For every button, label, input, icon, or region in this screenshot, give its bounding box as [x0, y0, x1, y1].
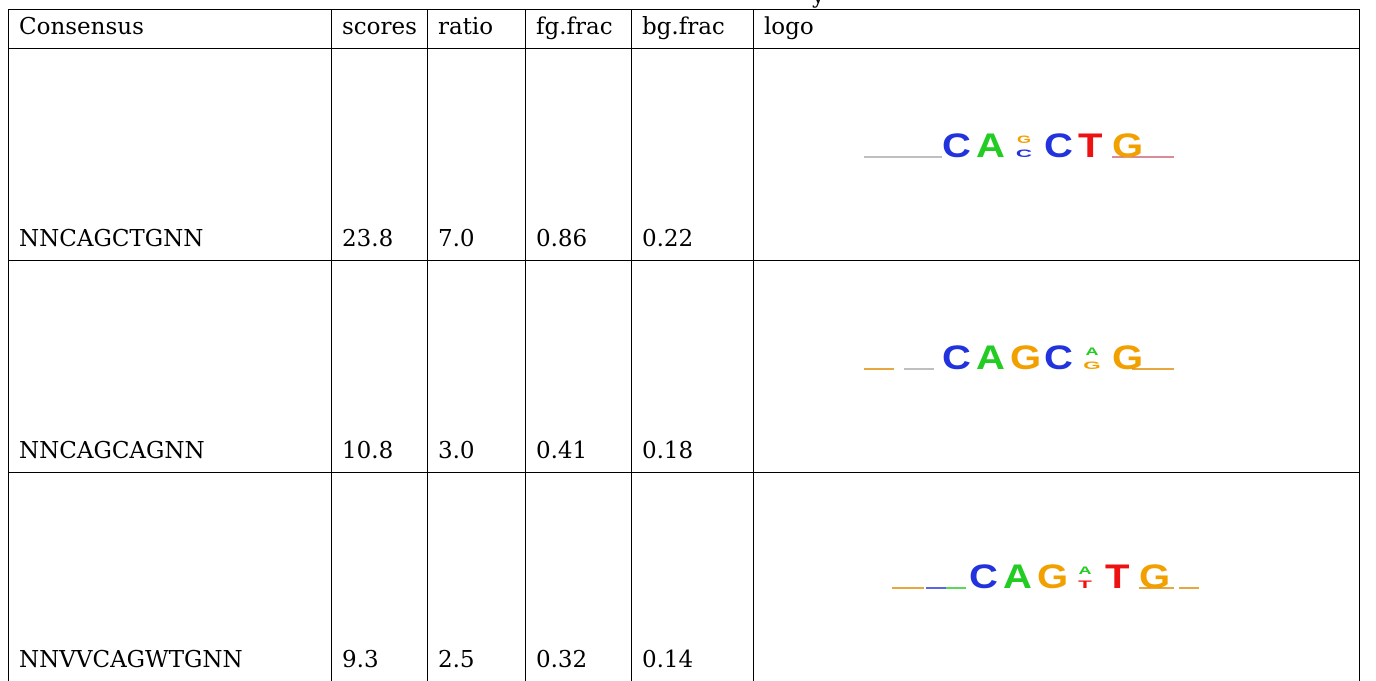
- logo-letter: T: [1078, 126, 1103, 164]
- logo-letter: A: [976, 126, 1005, 164]
- logo-letter: T: [1078, 578, 1092, 591]
- scores-cell: 23.8: [332, 49, 428, 261]
- consensus-cell: NNVVCAGWTGNN: [9, 473, 332, 681]
- logo-letter: G: [1083, 359, 1100, 372]
- logo-letter: G: [1017, 134, 1031, 146]
- bg-frac-cell: 0.22: [631, 49, 753, 261]
- logo-letter: A: [1085, 346, 1098, 358]
- consensus-cell: NNCAGCTGNN: [9, 49, 332, 261]
- header-fg-frac: fg.frac: [525, 10, 631, 49]
- bg-frac-cell: 0.18: [631, 261, 753, 473]
- logo-letter: G: [1112, 338, 1143, 376]
- header-bg-frac: bg.frac: [631, 10, 753, 49]
- logo-letter: C: [1044, 338, 1073, 376]
- logo-letter: C: [942, 126, 971, 164]
- logo-letter: C: [1044, 126, 1073, 164]
- fg-frac-cell: 0.41: [525, 261, 631, 473]
- logo-letter: G: [1010, 338, 1041, 376]
- logo-letter: A: [976, 338, 1005, 376]
- logo-letter: G: [1037, 557, 1068, 595]
- logo-letter: C: [969, 557, 998, 595]
- logo-letter: C: [1016, 147, 1032, 160]
- header-scores: scores: [332, 10, 428, 49]
- fg-frac-cell: 0.32: [525, 473, 631, 681]
- ratio-cell: 7.0: [427, 49, 525, 261]
- clipped-caption-glyph: y: [812, 0, 824, 8]
- scores-cell: 9.3: [332, 473, 428, 681]
- ratio-cell: 2.5: [427, 473, 525, 681]
- logo-letter: C: [942, 338, 971, 376]
- motif-results-table: Consensus scores ratio fg.frac bg.frac l…: [8, 9, 1360, 681]
- scores-cell: 10.8: [332, 261, 428, 473]
- table-header-row: Consensus scores ratio fg.frac bg.frac l…: [9, 10, 1360, 49]
- logo-letter: G: [1139, 557, 1170, 595]
- clipped-caption-remnant: y: [0, 0, 1376, 8]
- logo-letter: G: [1112, 126, 1143, 164]
- header-logo: logo: [753, 10, 1359, 49]
- logo-letter: T: [1105, 557, 1130, 595]
- bg-frac-cell: 0.14: [631, 473, 753, 681]
- fg-frac-cell: 0.86: [525, 49, 631, 261]
- header-consensus: Consensus: [9, 10, 332, 49]
- ratio-cell: 3.0: [427, 261, 525, 473]
- consensus-cell: NNCAGCAGNN: [9, 261, 332, 473]
- header-ratio: ratio: [427, 10, 525, 49]
- logo-letter: A: [1003, 557, 1032, 595]
- logo-letter: A: [1078, 565, 1091, 577]
